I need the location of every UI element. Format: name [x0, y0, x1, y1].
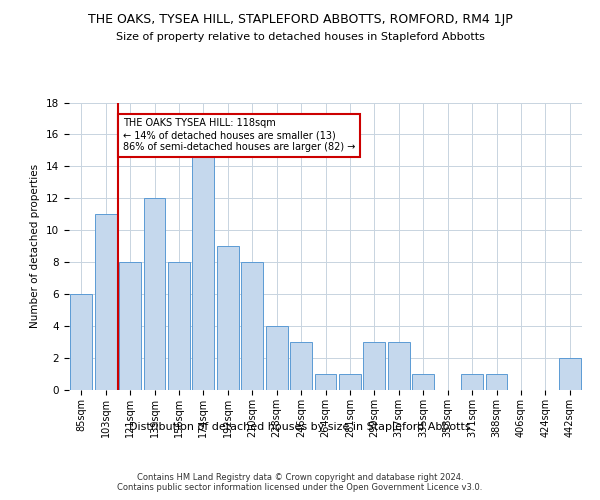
Bar	[95, 214, 116, 390]
Text: Distribution of detached houses by size in Stapleford Abbotts: Distribution of detached houses by size …	[129, 422, 471, 432]
Bar	[290, 342, 312, 390]
Text: Contains HM Land Registry data © Crown copyright and database right 2024.
Contai: Contains HM Land Registry data © Crown c…	[118, 472, 482, 492]
Bar	[314, 374, 337, 390]
Bar	[143, 198, 166, 390]
Y-axis label: Number of detached properties: Number of detached properties	[31, 164, 40, 328]
Bar	[388, 342, 410, 390]
Text: THE OAKS, TYSEA HILL, STAPLEFORD ABBOTTS, ROMFORD, RM4 1JP: THE OAKS, TYSEA HILL, STAPLEFORD ABBOTTS…	[88, 12, 512, 26]
Bar	[412, 374, 434, 390]
Bar	[461, 374, 483, 390]
Bar	[266, 326, 287, 390]
Bar	[485, 374, 508, 390]
Bar	[193, 150, 214, 390]
Bar	[168, 262, 190, 390]
Bar	[364, 342, 385, 390]
Text: THE OAKS TYSEA HILL: 118sqm
← 14% of detached houses are smaller (13)
86% of sem: THE OAKS TYSEA HILL: 118sqm ← 14% of det…	[123, 118, 355, 152]
Bar	[241, 262, 263, 390]
Bar	[119, 262, 141, 390]
Bar	[559, 358, 581, 390]
Text: Size of property relative to detached houses in Stapleford Abbotts: Size of property relative to detached ho…	[116, 32, 484, 42]
Bar	[70, 294, 92, 390]
Bar	[217, 246, 239, 390]
Bar	[339, 374, 361, 390]
